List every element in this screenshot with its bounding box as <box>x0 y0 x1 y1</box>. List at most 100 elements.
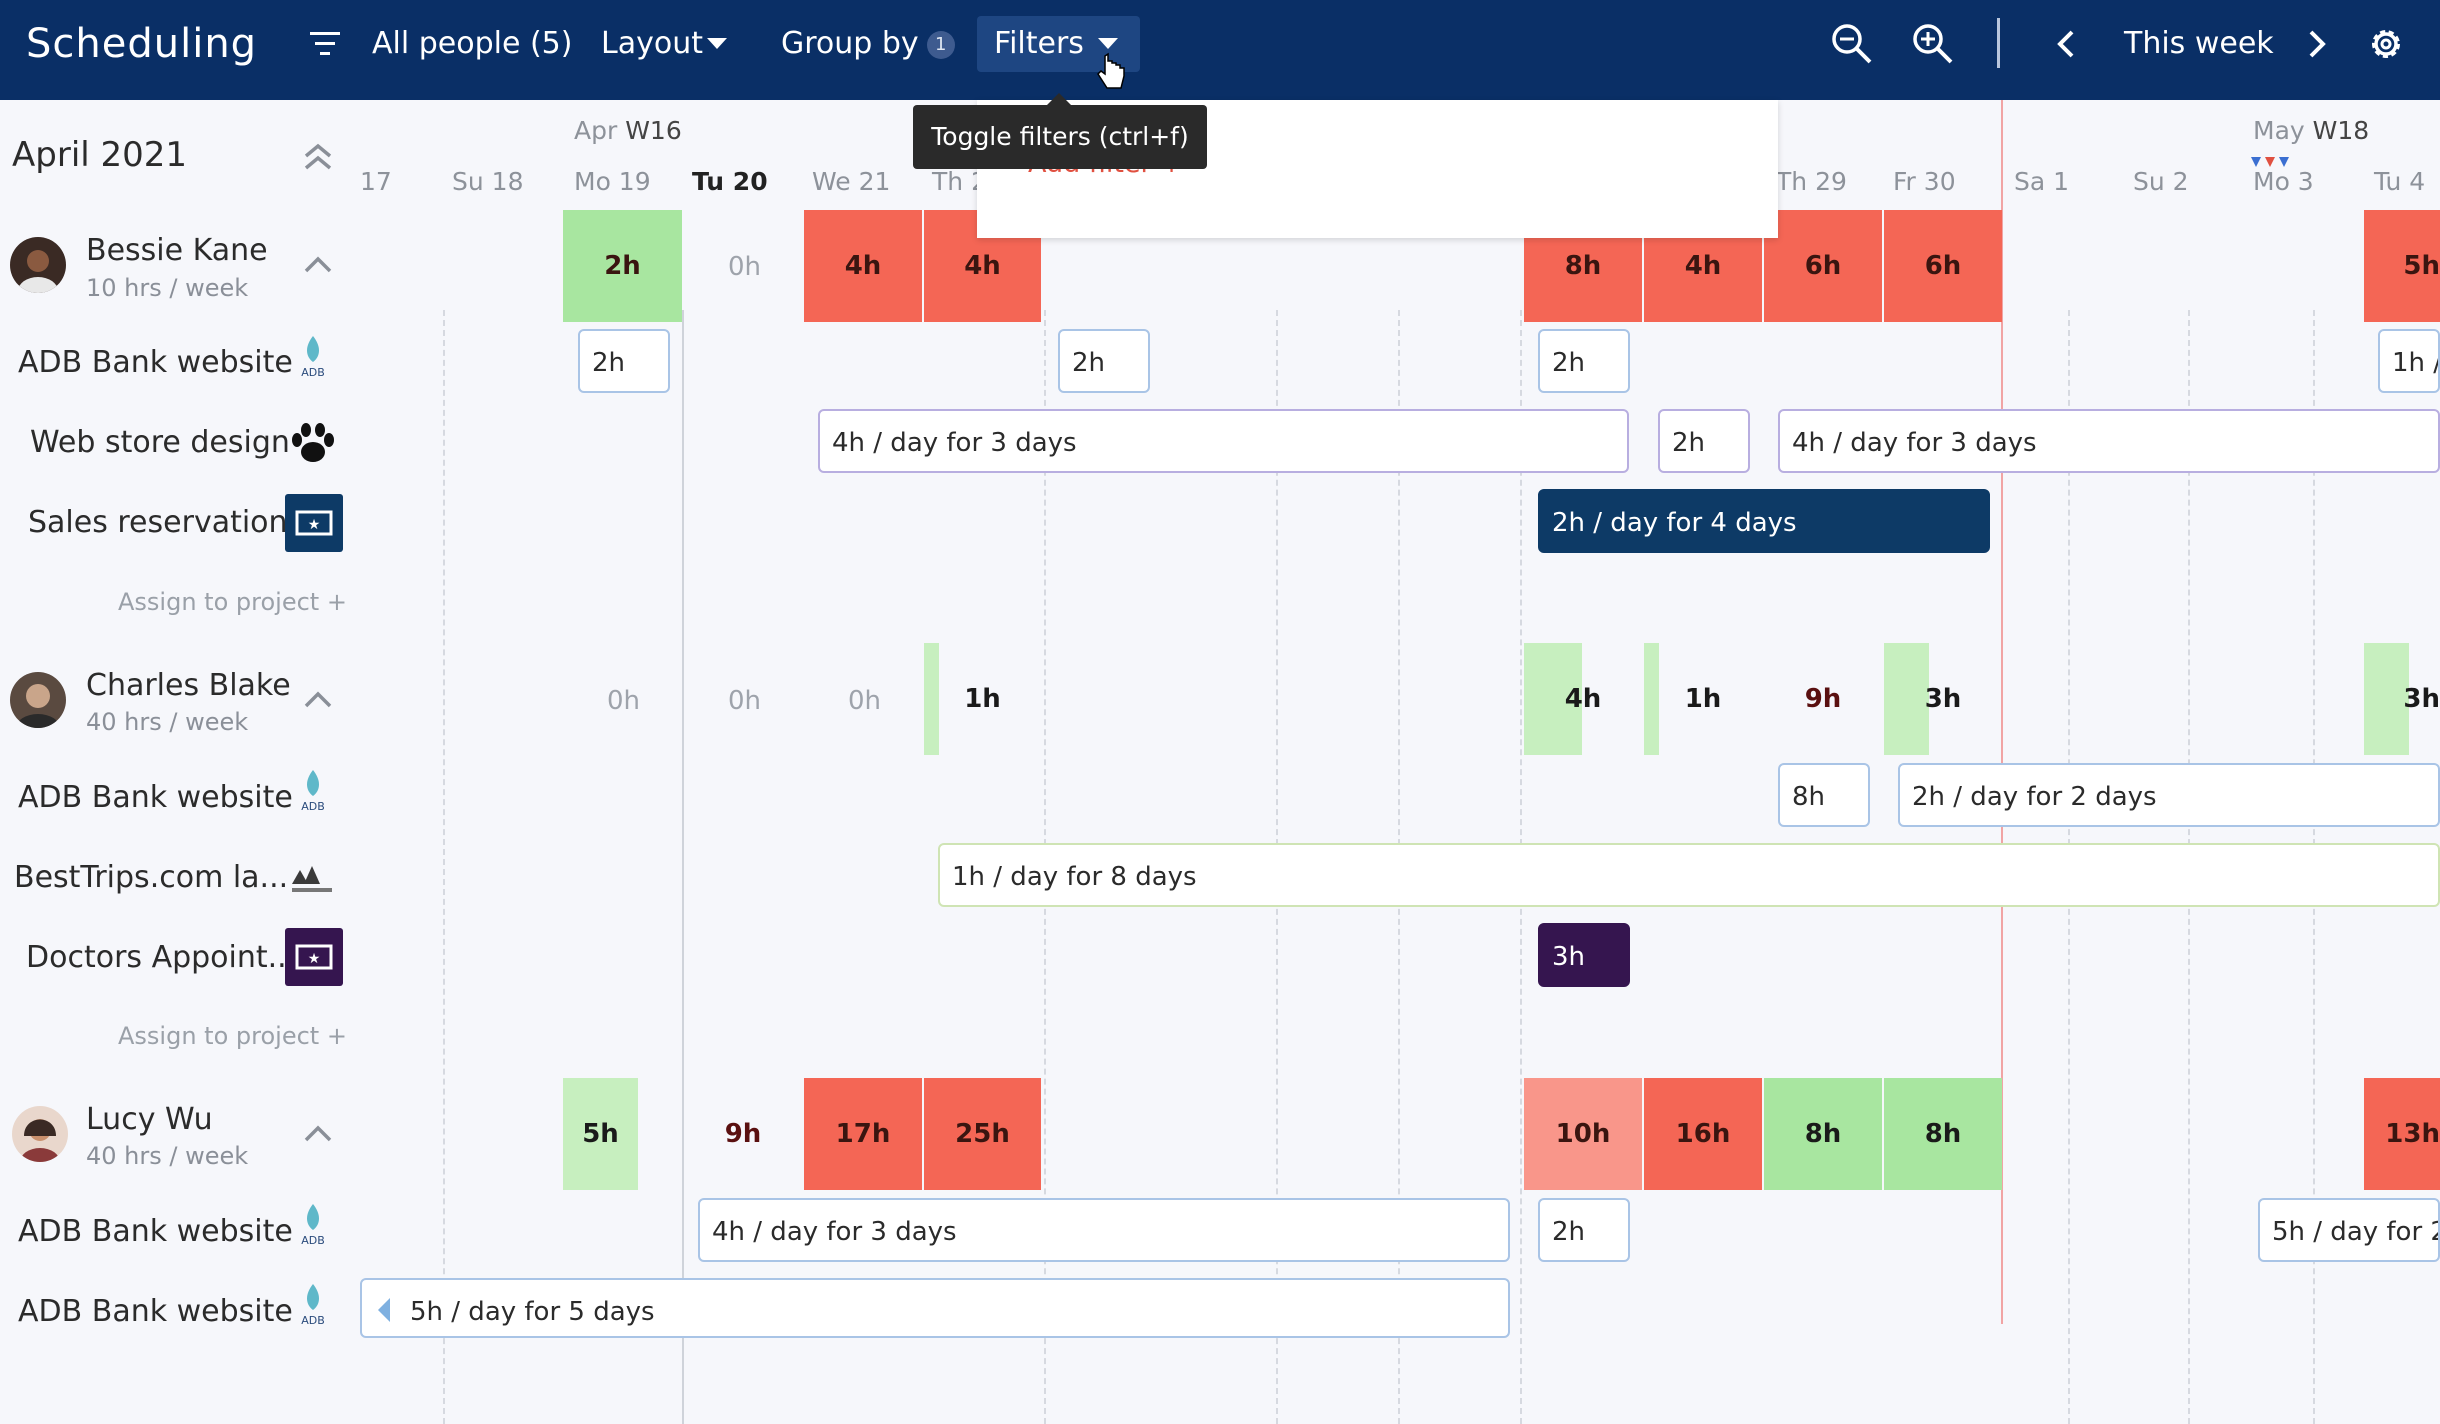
chevron-up-icon[interactable] <box>303 1125 333 1143</box>
daily-total-cell[interactable]: 3h <box>1924 684 1962 714</box>
scroll-left-icon[interactable] <box>376 1298 392 1322</box>
filter-lines-icon[interactable] <box>308 28 344 60</box>
daily-total-cell[interactable]: 5h <box>563 1078 638 1190</box>
daily-total-cell[interactable]: 4h <box>804 210 922 322</box>
adb-bank-logo-icon: ADB <box>301 1204 325 1247</box>
zoom-out-icon[interactable] <box>1830 22 1874 66</box>
day-header: Th 29 <box>1776 167 1847 196</box>
paw-print-icon <box>292 423 334 462</box>
project-name[interactable]: Web store design <box>30 425 290 460</box>
gear-icon[interactable] <box>2366 24 2406 64</box>
person-name[interactable]: Charles Blake <box>86 668 291 703</box>
daily-total-cell[interactable]: 3h <box>2403 684 2440 714</box>
allocation-chip[interactable]: 1h / day for 8 days <box>938 843 2440 907</box>
day-header: Mo 3 <box>2253 167 2314 196</box>
group-by-count-badge: 1 <box>926 30 955 59</box>
daily-total-cell[interactable]: 1h <box>964 684 1001 714</box>
zoom-in-icon[interactable] <box>1911 22 1955 66</box>
daily-total-cell[interactable]: 17h <box>804 1078 922 1190</box>
project-name[interactable]: ADB Bank website <box>18 345 293 380</box>
filters-label[interactable]: Filters <box>994 26 1084 61</box>
day-divider <box>443 310 445 1424</box>
svg-text:ADB: ADB <box>301 1314 325 1324</box>
capacity-bar <box>2364 643 2409 755</box>
project-name[interactable]: BestTrips.com la... <box>14 860 289 895</box>
daily-total-cell[interactable]: 4h <box>1564 684 1602 714</box>
allocation-chip[interactable]: 2h / day for 4 days <box>1538 489 1990 553</box>
all-people-button[interactable]: All people (5) <box>372 26 573 61</box>
svg-text:ADB: ADB <box>301 800 325 813</box>
allocation-chip[interactable]: 2h <box>1058 329 1150 393</box>
capacity-bar <box>1524 643 1582 755</box>
allocation-chip[interactable]: 2h <box>1658 409 1750 473</box>
project-name[interactable]: ADB Bank website <box>18 780 293 815</box>
top-bar: Scheduling All people (5) Layout Group b… <box>0 0 2440 100</box>
daily-total-cell[interactable]: 6h <box>1884 210 2002 322</box>
chevron-down-icon[interactable] <box>707 38 727 50</box>
day-header: Tu 4 <box>2374 167 2426 196</box>
person-name[interactable]: Lucy Wu <box>86 1102 213 1137</box>
allocation-chip[interactable]: 4h / day for 3 days <box>818 409 1629 473</box>
collapse-all-icon[interactable] <box>300 138 336 174</box>
avatar[interactable] <box>12 1106 68 1162</box>
project-name[interactable]: ADB Bank website <box>18 1214 293 1249</box>
chevron-up-icon[interactable] <box>303 256 333 274</box>
daily-total-cell[interactable]: 5h <box>2364 210 2440 322</box>
chevron-left-icon[interactable] <box>2057 30 2075 58</box>
assign-to-project-link[interactable]: Assign to project + <box>118 1022 347 1050</box>
daily-total-cell[interactable]: 13h <box>2364 1078 2440 1190</box>
daily-total-cell[interactable]: 0h <box>607 686 641 716</box>
assign-to-project-link[interactable]: Assign to project + <box>118 588 347 616</box>
daily-total-cell[interactable]: 9h <box>1804 684 1842 714</box>
daily-total-cell[interactable]: 25h <box>924 1078 1041 1190</box>
allocation-chip[interactable]: 1h / <box>2378 329 2440 393</box>
avatar[interactable] <box>10 672 66 728</box>
daily-total-cell[interactable]: 0h <box>728 686 762 716</box>
adb-bank-logo-icon: ADB <box>301 770 325 813</box>
adb-bank-logo-icon: ADB <box>301 336 325 379</box>
svg-text:★: ★ <box>308 951 321 967</box>
allocation-chip[interactable]: 5h / day for 5 days <box>360 1278 1510 1338</box>
layout-button[interactable]: Layout <box>601 26 703 61</box>
allocation-chip[interactable]: 8h <box>1778 763 1870 827</box>
capacity-bar <box>1644 643 1659 755</box>
allocation-chip[interactable]: 4h / day for 3 days <box>1778 409 2440 473</box>
ticket-icon: ★ <box>285 928 343 986</box>
project-name[interactable]: Sales reservation <box>28 505 288 540</box>
allocation-chip[interactable]: 5h / day for 2 <box>2258 1198 2440 1262</box>
chevron-up-icon[interactable] <box>303 691 333 709</box>
chevron-down-icon[interactable] <box>1098 38 1118 50</box>
daily-total-cell[interactable]: 2h <box>563 210 682 322</box>
project-name[interactable]: Doctors Appoint... <box>26 940 297 975</box>
daily-total-cell[interactable]: 8h <box>1884 1078 2002 1190</box>
avatar[interactable] <box>10 237 66 293</box>
daily-total-cell[interactable]: 1h <box>1684 684 1722 714</box>
period-label[interactable]: This week <box>2124 26 2274 61</box>
allocation-chip[interactable]: 4h / day for 3 days <box>698 1198 1510 1262</box>
project-name[interactable]: ADB Bank website <box>18 1294 293 1329</box>
besttrips-logo-icon <box>292 866 332 892</box>
capacity-bar <box>924 643 939 755</box>
allocation-chip-label: 5h / day for 5 days <box>410 1297 655 1327</box>
day-header: 17 <box>360 167 392 196</box>
group-by-button[interactable]: Group by 1 <box>781 0 955 100</box>
day-header-today: Tu 20 <box>692 167 768 196</box>
person-name[interactable]: Bessie Kane <box>86 233 268 268</box>
daily-total-cell[interactable]: 9h <box>724 1119 762 1149</box>
allocation-chip[interactable]: 2h <box>578 329 670 393</box>
person-capacity: 40 hrs / week <box>86 1142 249 1170</box>
chevron-right-icon[interactable] <box>2308 30 2326 58</box>
daily-total-cell[interactable]: 6h <box>1764 210 1882 322</box>
allocation-chip[interactable]: 2h / day for 2 days <box>1898 763 2440 827</box>
daily-total-cell[interactable]: 0h <box>848 686 882 716</box>
allocation-chip[interactable]: 2h <box>1538 1198 1630 1262</box>
daily-total-cell[interactable]: 0h <box>728 252 762 282</box>
daily-total-cell[interactable]: 10h <box>1524 1078 1642 1190</box>
daily-total-cell[interactable]: 8h <box>1764 1078 1882 1190</box>
allocation-chip[interactable]: 2h <box>1538 329 1630 393</box>
allocation-chip[interactable]: 3h <box>1538 923 1630 987</box>
daily-total-cell[interactable]: 16h <box>1644 1078 1762 1190</box>
filters-tooltip: Toggle filters (ctrl+f) <box>913 105 1207 169</box>
person-capacity: 40 hrs / week <box>86 708 249 736</box>
adb-bank-logo-icon: ADB <box>301 1284 325 1324</box>
